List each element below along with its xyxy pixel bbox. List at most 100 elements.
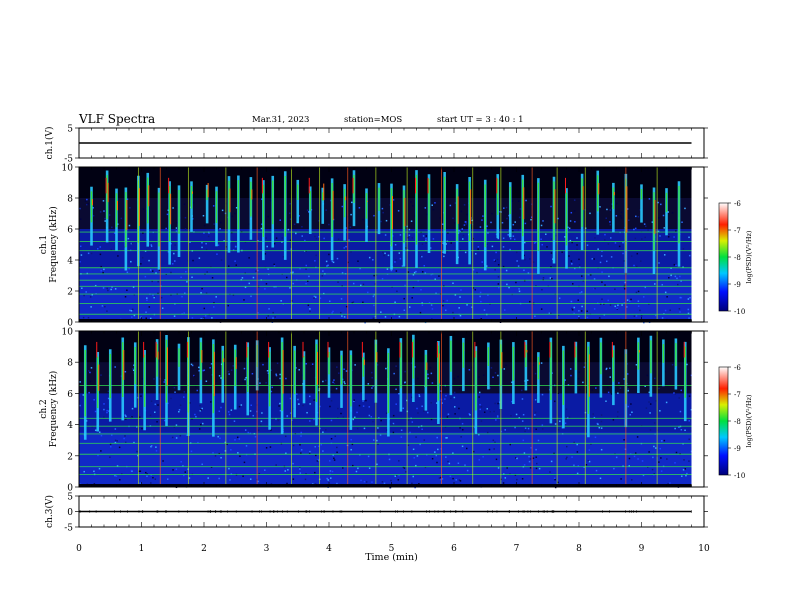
spectral-speckle bbox=[88, 370, 90, 372]
spectral-speckle bbox=[209, 367, 211, 369]
spectral-speckle bbox=[97, 454, 99, 457]
spectral-speckle bbox=[348, 239, 350, 241]
spectral-speckle bbox=[394, 261, 396, 263]
y-tick-label: 4 bbox=[67, 257, 73, 267]
spectral-speckle bbox=[264, 469, 266, 471]
spectral-speckle bbox=[360, 392, 362, 395]
spectral-speckle bbox=[634, 237, 637, 240]
spectral-speckle bbox=[393, 372, 395, 375]
spectral-speckle bbox=[661, 283, 664, 286]
spectral-speckle bbox=[335, 387, 338, 390]
spectral-speckle bbox=[104, 217, 106, 220]
spectral-speckle bbox=[392, 199, 395, 201]
spectral-speckle bbox=[184, 471, 187, 473]
spectral-speckle bbox=[668, 276, 670, 279]
spectral-speckle bbox=[166, 478, 169, 480]
spectral-speckle bbox=[565, 458, 567, 460]
spectral-speckle bbox=[636, 436, 639, 438]
spectral-speckle bbox=[604, 233, 606, 236]
spectral-speckle bbox=[656, 429, 659, 431]
spectral-speckle bbox=[123, 437, 125, 440]
spectral-speckle bbox=[128, 224, 131, 227]
spectral-speckle bbox=[395, 474, 397, 477]
spectral-speckle bbox=[175, 468, 178, 471]
spectral-speckle bbox=[120, 375, 123, 377]
spectral-speckle bbox=[445, 437, 447, 439]
spectral-speckle bbox=[519, 208, 522, 210]
spectral-speckle bbox=[126, 289, 128, 292]
spectral-speckle bbox=[530, 447, 532, 449]
spectral-speckle bbox=[83, 294, 85, 297]
spectral-speckle bbox=[298, 369, 300, 371]
spectral-speckle bbox=[239, 455, 241, 457]
spectral-speckle bbox=[657, 201, 659, 204]
spectral-speckle bbox=[233, 420, 236, 422]
spectral-speckle bbox=[202, 422, 204, 425]
spectral-speckle bbox=[453, 377, 456, 380]
spectral-speckle bbox=[600, 448, 603, 451]
spectral-speckle bbox=[472, 450, 475, 453]
spectral-speckle bbox=[235, 245, 237, 248]
spectral-speckle bbox=[522, 439, 525, 442]
spectral-speckle bbox=[407, 271, 410, 273]
spectral-speckle bbox=[573, 441, 575, 444]
spectral-speckle bbox=[154, 478, 157, 480]
spectral-speckle bbox=[633, 455, 636, 458]
spectral-speckle bbox=[515, 457, 517, 459]
spectral-speckle bbox=[581, 305, 583, 308]
spectral-speckle bbox=[390, 269, 393, 272]
spectral-speckle bbox=[614, 288, 616, 290]
spectral-speckle bbox=[447, 232, 449, 234]
no-data-region bbox=[691, 167, 704, 322]
y-axis-label-line: Frequency (kHz) bbox=[48, 206, 59, 283]
spectral-speckle bbox=[442, 251, 444, 253]
spectral-speckle bbox=[196, 389, 199, 392]
spectral-speckle bbox=[460, 210, 463, 213]
noise-band bbox=[79, 432, 692, 487]
spectral-speckle bbox=[677, 283, 679, 286]
spectral-speckle bbox=[569, 368, 572, 370]
spectral-speckle bbox=[188, 477, 191, 479]
spectral-speckle bbox=[308, 452, 311, 455]
spectral-speckle bbox=[629, 414, 632, 416]
spectral-speckle bbox=[480, 420, 483, 422]
spectral-speckle bbox=[244, 286, 247, 289]
spectral-speckle bbox=[306, 209, 309, 212]
spectral-speckle bbox=[176, 222, 179, 224]
spectral-speckle bbox=[388, 458, 391, 461]
spectral-speckle bbox=[664, 370, 666, 373]
spectral-speckle bbox=[491, 245, 494, 248]
spectral-speckle bbox=[322, 292, 325, 295]
spectral-speckle bbox=[608, 275, 610, 278]
spectral-speckle bbox=[242, 475, 244, 478]
spectral-speckle bbox=[371, 387, 373, 389]
spectral-speckle bbox=[497, 237, 500, 240]
spectral-speckle bbox=[623, 260, 626, 262]
spectral-speckle bbox=[614, 389, 617, 392]
spectral-speckle bbox=[452, 452, 454, 454]
spectral-speckle bbox=[141, 427, 143, 430]
spectral-speckle bbox=[452, 282, 454, 284]
spectral-speckle bbox=[571, 307, 573, 310]
spectral-speckle bbox=[175, 206, 177, 209]
spectral-speckle bbox=[662, 214, 665, 217]
spectral-speckle bbox=[594, 237, 596, 239]
spectral-speckle bbox=[346, 215, 349, 218]
spectral-speckle bbox=[512, 230, 514, 232]
spectral-speckle bbox=[524, 241, 526, 244]
spectral-speckle bbox=[394, 301, 396, 303]
spectral-speckle bbox=[535, 467, 538, 470]
spectral-speckle bbox=[526, 379, 529, 382]
spectral-speckle bbox=[87, 203, 89, 205]
spectral-speckle bbox=[626, 306, 628, 308]
spectral-speckle bbox=[379, 434, 382, 436]
spectral-speckle bbox=[402, 407, 404, 410]
y-axis-label-line: ch.2 bbox=[39, 399, 49, 418]
spectral-speckle bbox=[206, 271, 208, 273]
spectral-speckle bbox=[457, 462, 460, 464]
spectral-speckle bbox=[534, 372, 537, 375]
spectral-speckle bbox=[479, 295, 481, 298]
spectral-speckle bbox=[161, 307, 164, 309]
spectral-speckle bbox=[424, 272, 427, 274]
spectral-speckle bbox=[600, 420, 603, 423]
